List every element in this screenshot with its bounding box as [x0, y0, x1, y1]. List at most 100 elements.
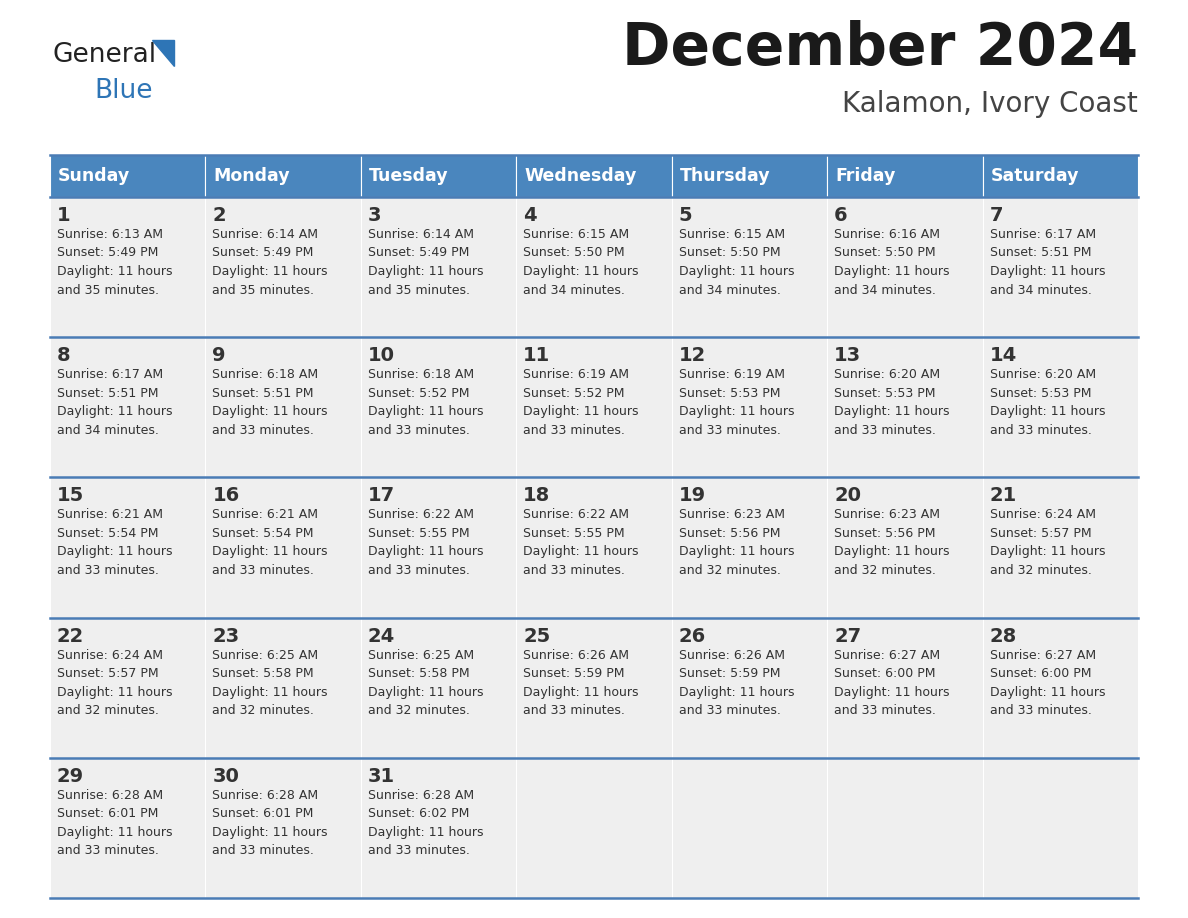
Bar [50, 477, 206, 618]
Text: Sunrise: 6:24 AM: Sunrise: 6:24 AM [57, 649, 163, 662]
Bar [671, 757, 827, 898]
Text: Sunset: 5:55 PM: Sunset: 5:55 PM [523, 527, 625, 540]
Text: 21: 21 [990, 487, 1017, 506]
Bar [671, 477, 827, 618]
Text: Sunrise: 6:23 AM: Sunrise: 6:23 AM [678, 509, 785, 521]
Text: and 33 minutes.: and 33 minutes. [57, 564, 159, 577]
Text: and 33 minutes.: and 33 minutes. [990, 424, 1092, 437]
Text: Sunset: 5:54 PM: Sunset: 5:54 PM [213, 527, 314, 540]
Text: Daylight: 11 hours: Daylight: 11 hours [834, 545, 949, 558]
Text: Daylight: 11 hours: Daylight: 11 hours [368, 545, 484, 558]
Text: Sunset: 5:49 PM: Sunset: 5:49 PM [57, 247, 158, 260]
Text: Daylight: 11 hours: Daylight: 11 hours [523, 545, 639, 558]
Text: Sunrise: 6:21 AM: Sunrise: 6:21 AM [213, 509, 318, 521]
Bar [671, 197, 827, 337]
Text: 9: 9 [213, 346, 226, 365]
Text: Sunrise: 6:17 AM: Sunrise: 6:17 AM [990, 228, 1095, 241]
Text: 7: 7 [990, 206, 1003, 225]
Text: Sunset: 5:52 PM: Sunset: 5:52 PM [523, 386, 625, 399]
Text: 30: 30 [213, 767, 239, 786]
Text: Sunrise: 6:28 AM: Sunrise: 6:28 AM [368, 789, 474, 801]
Text: Sunrise: 6:26 AM: Sunrise: 6:26 AM [523, 649, 630, 662]
Text: Daylight: 11 hours: Daylight: 11 hours [57, 545, 172, 558]
Text: Sunrise: 6:13 AM: Sunrise: 6:13 AM [57, 228, 163, 241]
Text: Sunrise: 6:20 AM: Sunrise: 6:20 AM [990, 368, 1095, 381]
Text: Sunrise: 6:19 AM: Sunrise: 6:19 AM [678, 368, 785, 381]
Bar [827, 337, 982, 477]
Text: Sunset: 6:00 PM: Sunset: 6:00 PM [834, 667, 936, 680]
Text: Daylight: 11 hours: Daylight: 11 hours [523, 686, 639, 699]
Text: Sunrise: 6:25 AM: Sunrise: 6:25 AM [213, 649, 318, 662]
Text: Daylight: 11 hours: Daylight: 11 hours [990, 265, 1105, 278]
Text: 1: 1 [57, 206, 70, 225]
Text: Sunrise: 6:18 AM: Sunrise: 6:18 AM [368, 368, 474, 381]
Text: Sunrise: 6:16 AM: Sunrise: 6:16 AM [834, 228, 940, 241]
Text: Sunrise: 6:22 AM: Sunrise: 6:22 AM [368, 509, 474, 521]
Text: Sunrise: 6:15 AM: Sunrise: 6:15 AM [678, 228, 785, 241]
Bar [206, 477, 361, 618]
Text: and 32 minutes.: and 32 minutes. [678, 564, 781, 577]
Text: 3: 3 [368, 206, 381, 225]
Text: Sunset: 5:59 PM: Sunset: 5:59 PM [523, 667, 625, 680]
Text: Sunrise: 6:22 AM: Sunrise: 6:22 AM [523, 509, 630, 521]
Text: Daylight: 11 hours: Daylight: 11 hours [57, 686, 172, 699]
Text: Thursday: Thursday [680, 167, 770, 185]
Bar [50, 197, 206, 337]
Text: Daylight: 11 hours: Daylight: 11 hours [368, 826, 484, 839]
Text: Sunset: 6:01 PM: Sunset: 6:01 PM [213, 807, 314, 821]
Text: Sunrise: 6:28 AM: Sunrise: 6:28 AM [213, 789, 318, 801]
Text: and 32 minutes.: and 32 minutes. [834, 564, 936, 577]
Bar [982, 197, 1138, 337]
Text: 12: 12 [678, 346, 706, 365]
Text: and 34 minutes.: and 34 minutes. [990, 284, 1092, 297]
Text: 24: 24 [368, 627, 396, 645]
Text: 16: 16 [213, 487, 240, 506]
Text: Sunset: 5:56 PM: Sunset: 5:56 PM [834, 527, 936, 540]
Text: Daylight: 11 hours: Daylight: 11 hours [523, 265, 639, 278]
Text: Daylight: 11 hours: Daylight: 11 hours [834, 405, 949, 419]
Text: General: General [52, 42, 156, 68]
Text: and 32 minutes.: and 32 minutes. [57, 704, 159, 717]
Bar [361, 155, 517, 197]
Text: and 33 minutes.: and 33 minutes. [213, 424, 315, 437]
Bar [50, 337, 206, 477]
Text: Kalamon, Ivory Coast: Kalamon, Ivory Coast [842, 90, 1138, 118]
Text: Sunset: 5:51 PM: Sunset: 5:51 PM [213, 386, 314, 399]
Text: Sunrise: 6:23 AM: Sunrise: 6:23 AM [834, 509, 940, 521]
Text: Sunrise: 6:25 AM: Sunrise: 6:25 AM [368, 649, 474, 662]
Text: 29: 29 [57, 767, 84, 786]
Text: Sunset: 6:02 PM: Sunset: 6:02 PM [368, 807, 469, 821]
Text: 27: 27 [834, 627, 861, 645]
Text: Daylight: 11 hours: Daylight: 11 hours [523, 405, 639, 419]
Text: Sunset: 5:57 PM: Sunset: 5:57 PM [57, 667, 159, 680]
Bar [361, 618, 517, 757]
Bar [982, 337, 1138, 477]
Text: Sunrise: 6:15 AM: Sunrise: 6:15 AM [523, 228, 630, 241]
Text: and 32 minutes.: and 32 minutes. [990, 564, 1092, 577]
Bar [827, 155, 982, 197]
Text: Daylight: 11 hours: Daylight: 11 hours [213, 405, 328, 419]
Text: 8: 8 [57, 346, 70, 365]
Text: Sunset: 5:55 PM: Sunset: 5:55 PM [368, 527, 469, 540]
Text: Wednesday: Wednesday [524, 167, 637, 185]
Bar [517, 477, 671, 618]
Text: Daylight: 11 hours: Daylight: 11 hours [57, 826, 172, 839]
Text: Sunset: 5:53 PM: Sunset: 5:53 PM [834, 386, 936, 399]
Text: Sunrise: 6:27 AM: Sunrise: 6:27 AM [834, 649, 940, 662]
Text: and 35 minutes.: and 35 minutes. [213, 284, 315, 297]
Text: Daylight: 11 hours: Daylight: 11 hours [213, 826, 328, 839]
Bar [982, 618, 1138, 757]
Text: Friday: Friday [835, 167, 896, 185]
Bar [517, 337, 671, 477]
Text: 22: 22 [57, 627, 84, 645]
Text: Sunset: 5:57 PM: Sunset: 5:57 PM [990, 527, 1092, 540]
Bar [361, 757, 517, 898]
Text: Daylight: 11 hours: Daylight: 11 hours [368, 686, 484, 699]
Text: Sunset: 5:53 PM: Sunset: 5:53 PM [990, 386, 1091, 399]
Bar [206, 197, 361, 337]
Text: Daylight: 11 hours: Daylight: 11 hours [834, 686, 949, 699]
Text: and 33 minutes.: and 33 minutes. [834, 704, 936, 717]
Text: Sunrise: 6:20 AM: Sunrise: 6:20 AM [834, 368, 940, 381]
Text: and 32 minutes.: and 32 minutes. [368, 704, 469, 717]
Text: Daylight: 11 hours: Daylight: 11 hours [678, 545, 795, 558]
